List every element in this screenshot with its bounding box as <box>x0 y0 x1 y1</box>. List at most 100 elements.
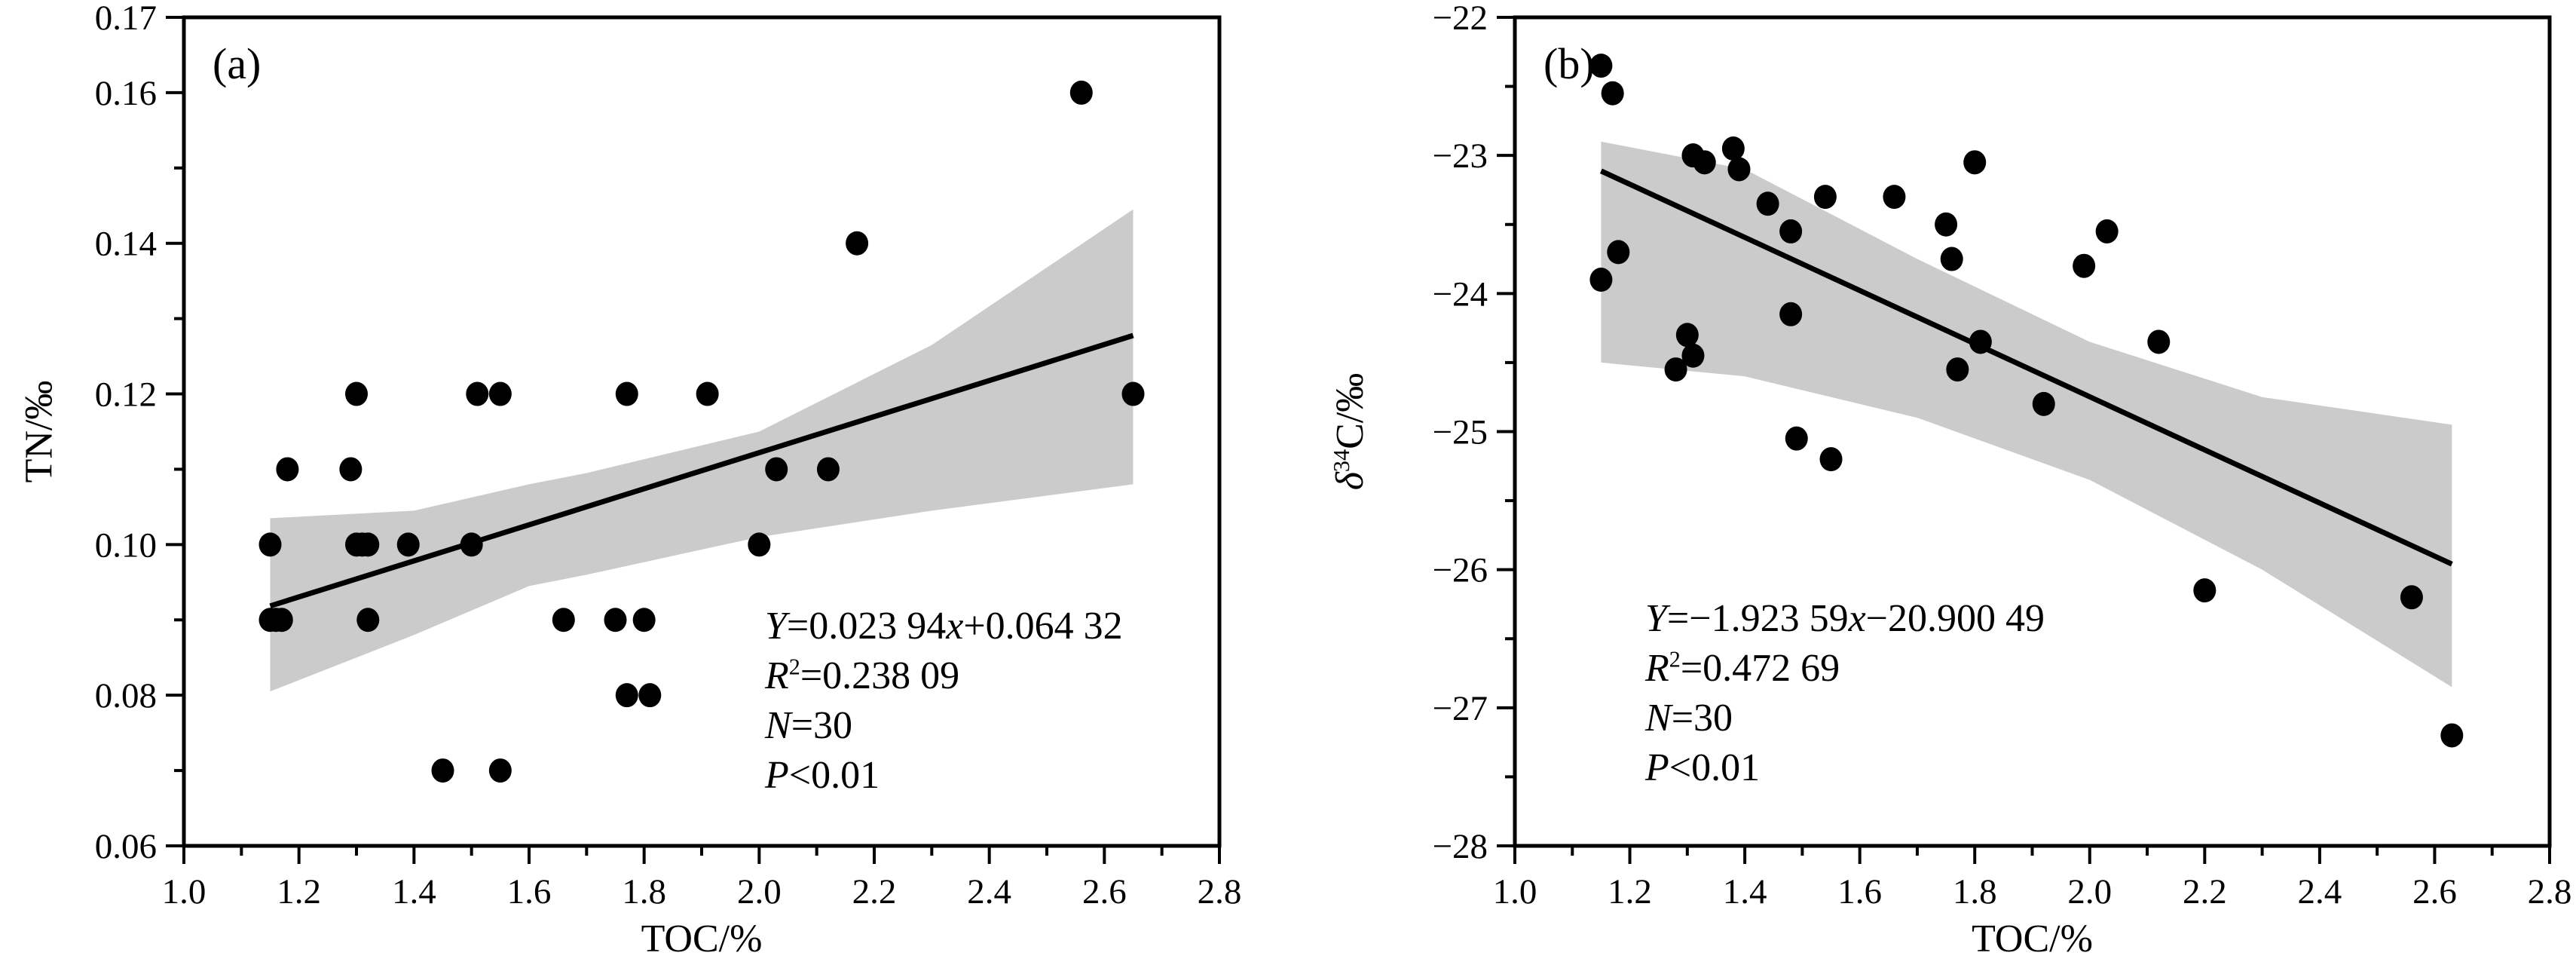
panel-b-x-tick-label: 2.2 <box>2183 872 2227 911</box>
panel-a-data-point <box>1121 381 1145 406</box>
panel-a-data-point <box>270 608 293 633</box>
text-segment: −20.900 49 <box>1865 597 2045 640</box>
panel-b-data-point <box>1813 185 1837 210</box>
panel-a-data-point <box>276 457 299 482</box>
text-segment: Y <box>1645 597 1667 640</box>
panel-a-y-tick-label: 0.10 <box>95 525 157 565</box>
panel-a-data-point <box>638 683 662 708</box>
panel-a-x-tick-label: 2.0 <box>737 872 782 911</box>
panel-a-data-point <box>431 758 454 783</box>
text-segment: Y <box>765 605 787 648</box>
panel-a-x-tick-label: 1.6 <box>507 872 552 911</box>
panel-a-y-tick-label: 0.16 <box>95 74 157 113</box>
panel-a-regression-annotation: Y=0.023 94x+0.064 32 R2=0.238 09 N=30 P<0.0… <box>765 602 1123 801</box>
text-segment: P <box>1645 746 1669 789</box>
panel-b-y-tick-label: −23 <box>1432 136 1488 176</box>
panel-a-data-point <box>748 532 771 557</box>
panel-b-x-tick-label: 1.6 <box>1837 872 1882 911</box>
panel-b-data-point <box>1727 157 1751 182</box>
text-segment: R <box>765 654 789 697</box>
panel-b-y-tick-label: −28 <box>1432 827 1488 866</box>
panel-a-y-tick-label: 0.06 <box>95 827 157 866</box>
text-segment: 2 <box>788 654 800 680</box>
panel-b-regression-line <box>1599 168 2453 567</box>
panel-a-data-point <box>345 381 368 406</box>
panel-a-y-axis-title-text: TN/‰ <box>17 381 62 483</box>
panel-b-data-point <box>1589 54 1613 78</box>
panel-b-y-tick-label: −22 <box>1432 0 1488 38</box>
panel-a-data-point <box>259 532 282 557</box>
text-segment: +0.064 32 <box>963 605 1123 648</box>
panel-b-data-point <box>2400 585 2423 610</box>
panel-b-data-point <box>1721 136 1745 161</box>
panel-b-x-tick-label: 2.0 <box>2067 872 2112 911</box>
panel-b-data-point <box>1969 329 1992 354</box>
panel-b-data-point <box>1883 185 1906 210</box>
panel-b-x-tick-label: 2.8 <box>2528 872 2572 911</box>
panel-a-regression-line <box>269 332 1134 609</box>
panel-b-data-point <box>2032 391 2055 416</box>
panel-b-y-tick-label: −26 <box>1432 551 1488 590</box>
text-segment: =30 <box>1671 697 1733 740</box>
panel-a-y-tick-label: 0.08 <box>95 676 157 715</box>
panel-a-data-point <box>552 608 575 633</box>
panel-b-x-tick-label: 1.4 <box>1723 872 1767 911</box>
annotation-line: Y=0.023 94x+0.064 32 <box>765 602 1123 651</box>
panel-a-data-point <box>1069 80 1093 105</box>
panel-b-x-tick-label: 2.4 <box>2298 872 2342 911</box>
panel-b-data-point <box>1779 219 1803 244</box>
text-segment: 34 <box>1329 449 1355 473</box>
panel-a-x-tick-label: 1.4 <box>392 872 436 911</box>
panel-b-y-tick-label: −24 <box>1432 274 1488 314</box>
panel-b-data-point <box>1785 426 1808 451</box>
panel-a-y-tick-label: 0.17 <box>95 0 157 38</box>
text-segment: P <box>765 754 789 797</box>
text-segment: <0.01 <box>1669 746 1761 789</box>
text-segment: =0.472 69 <box>1680 647 1840 690</box>
text-segment: C/‰ <box>1329 372 1372 449</box>
panel-a-data-point <box>615 381 638 406</box>
panel-a-data-point <box>488 758 512 783</box>
panel-a-data-point <box>488 381 512 406</box>
panel-b-regression-annotation: Y=−1.923 59x−20.900 49 R2=0.472 69 N=30 P<0… <box>1645 594 2045 793</box>
panel-a-data-point <box>765 457 788 482</box>
panel-b-y-axis-title-text: δ34C/‰ <box>1329 373 1373 490</box>
panel-b-data-point <box>1589 268 1613 293</box>
text-segment: x <box>1848 597 1866 640</box>
panel-a-data-point <box>604 608 627 633</box>
panel-a-data-point <box>696 381 719 406</box>
text-segment: =0.023 94 <box>786 605 947 648</box>
panel-b-data-point <box>1756 191 1779 216</box>
panel-a-confidence-band <box>270 209 1134 692</box>
panel-a-data-point <box>356 532 380 557</box>
panel-b-data-point <box>1681 343 1705 368</box>
panel-a-x-tick-label: 2.6 <box>1082 872 1127 911</box>
panel-a-data-point <box>466 381 489 406</box>
annotation-line: N=30 <box>765 701 1123 751</box>
panel-a-x-tick-label: 2.2 <box>852 872 897 911</box>
text-segment: TN/‰ <box>17 380 61 483</box>
panel-b-data-point <box>2440 723 2464 748</box>
panel-a-tag: (a) <box>213 39 262 88</box>
text-segment: N <box>1645 697 1672 740</box>
panel-b-data-point <box>2073 253 2096 278</box>
panel-a-data-point <box>632 608 656 633</box>
panel-b-data-point <box>1946 357 1969 382</box>
text-segment: <0.01 <box>788 754 880 797</box>
panel-b-data-point <box>1664 357 1687 382</box>
text-segment: N <box>765 704 791 747</box>
panel-b-data-point <box>1601 81 1624 106</box>
text-segment: =−1.923 59 <box>1666 597 1849 640</box>
panel-b-x-tick-label: 2.6 <box>2412 872 2457 911</box>
panel-a-data-point <box>816 457 840 482</box>
panel-b-y-tick-label: −27 <box>1432 689 1488 728</box>
text-segment: =0.238 09 <box>800 654 960 697</box>
panel-b-x-tick-label: 1.2 <box>1608 872 1652 911</box>
panel-a-data-point <box>615 683 638 708</box>
panel-b-data-point <box>2193 578 2217 603</box>
annotation-line: R2=0.472 69 <box>1645 644 2045 694</box>
panel-a-y-axis-title: TN/‰ <box>3 17 75 846</box>
panel-a-x-tick-label: 2.8 <box>1198 872 1242 911</box>
panel-b-y-axis-title: δ34C/‰ <box>1314 17 1387 846</box>
